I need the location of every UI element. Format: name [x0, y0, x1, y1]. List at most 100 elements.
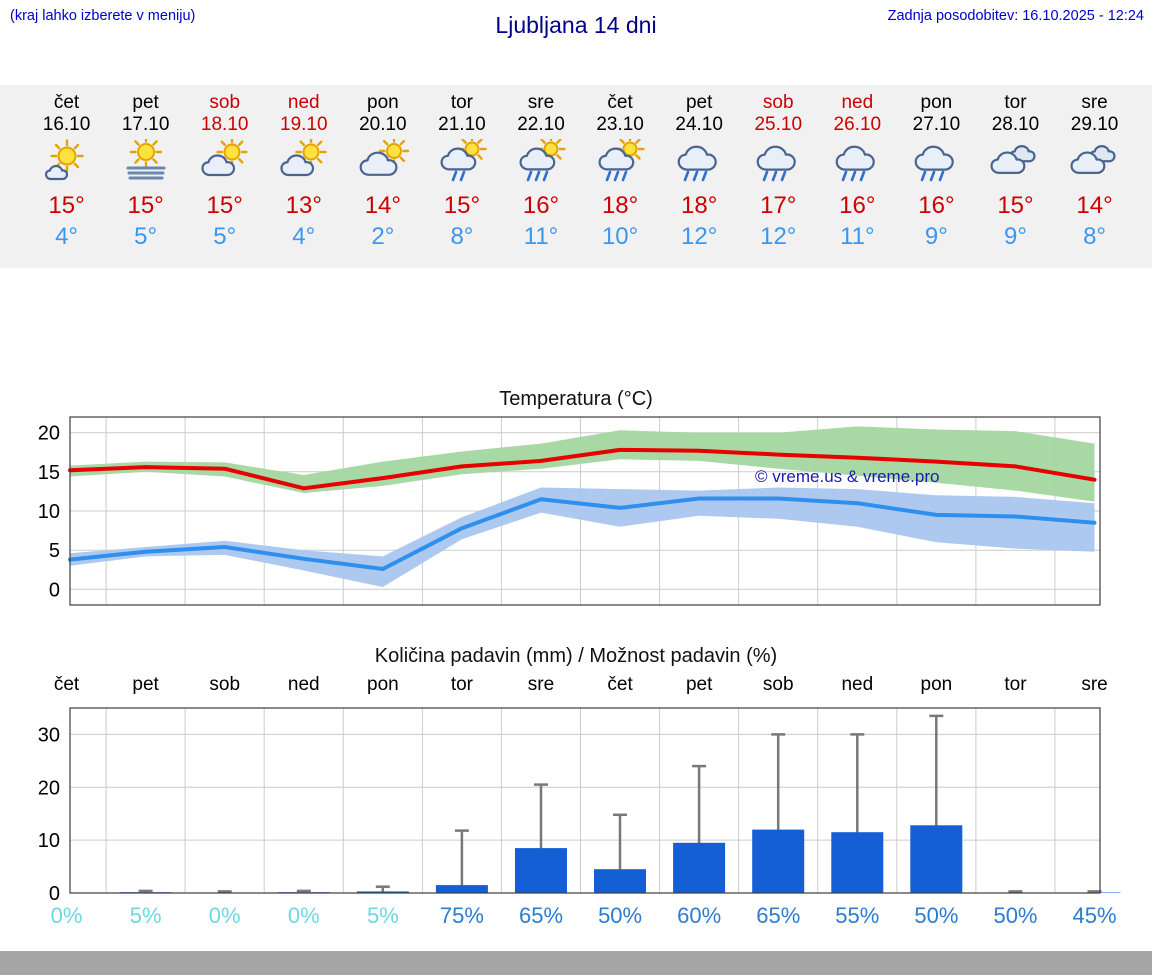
last-updated-text: Zadnja posodobitev: 16.10.2025 - 12:24 — [887, 8, 1144, 24]
weather-icon-wrap — [897, 139, 976, 185]
weather-icon-wrap — [581, 134, 660, 185]
precip-day-label: pon — [367, 674, 399, 695]
svg-text:30: 30 — [38, 724, 60, 746]
low-temp: 2° — [371, 223, 395, 250]
precip-bar — [435, 885, 488, 893]
day-date: 20.10 — [359, 114, 407, 135]
low-temp: 4° — [292, 223, 316, 250]
low-temp: 12° — [760, 223, 797, 250]
forecast-day-column: tor 21.10 15° 8° — [422, 85, 501, 268]
weather-icon-wrap — [106, 135, 185, 185]
temp-line-low — [68, 496, 1097, 571]
high-temp: 15° — [48, 192, 85, 219]
precip-probability: 0% — [208, 903, 241, 928]
sun-small-cloud-icon — [44, 139, 84, 181]
day-date: 21.10 — [438, 114, 486, 135]
low-temp: 4° — [55, 223, 79, 250]
sun-rays — [129, 135, 162, 169]
precip-day-label: ned — [841, 674, 874, 695]
cloud-rain-icon — [835, 145, 876, 182]
precipitation-day-labels-row: čet pet sob ned pon tor sre čet pet sob ned pon tor s… — [0, 674, 1152, 696]
day-date: 27.10 — [912, 114, 961, 135]
low-temp: 5° — [213, 223, 237, 250]
forecast-day-column: čet 16.10 15° 4° — [27, 85, 106, 268]
high-temp: 16° — [522, 192, 560, 219]
low-temp: 8° — [1083, 223, 1107, 250]
precip-day-label: sob — [209, 674, 241, 695]
cloud-rain-icon — [677, 145, 717, 182]
high-temp: 14° — [364, 192, 401, 219]
precip-probability: 65% — [518, 903, 564, 928]
forecast-day-column: ned 26.10 16° 11° — [818, 85, 897, 268]
low-temp: 12° — [681, 223, 718, 250]
weather-icon-wrap — [818, 139, 897, 185]
low-temp: 8° — [450, 223, 474, 250]
precipitation-chart-title: Količina padavin (mm) / Možnost padavin … — [374, 645, 778, 667]
forecast-day-column: sre 22.10 16° 11° — [501, 85, 580, 268]
high-temp: 16° — [918, 192, 955, 219]
forecast-day-column: sob 25.10 17° 12° — [739, 85, 818, 268]
high-temp: 18° — [601, 192, 639, 219]
svg-text:10: 10 — [38, 501, 60, 523]
high-temp: 15° — [127, 192, 164, 219]
cloud-sun-icon — [359, 135, 410, 176]
low-temp: 10° — [601, 223, 639, 250]
precip-probability: 45% — [1072, 903, 1117, 928]
precip-probability: 65% — [756, 903, 801, 928]
day-date: 23.10 — [596, 114, 644, 135]
weather-icon-wrap — [264, 136, 343, 185]
precip-day-label: pet — [685, 674, 713, 695]
sun-fog-icon — [126, 135, 166, 180]
weather-icon-wrap — [739, 139, 818, 185]
day-name: pet — [685, 92, 713, 113]
day-name: pon — [367, 92, 399, 113]
precip-probability: 75% — [439, 903, 484, 928]
day-date: 16.10 — [42, 114, 91, 135]
precip-bar — [515, 848, 567, 893]
day-name: sre — [527, 92, 555, 113]
precip-bar — [673, 842, 726, 893]
precip-probability: 0% — [287, 903, 320, 928]
page-title: Ljubljana 14 dni — [495, 12, 657, 38]
forecast-day-column: pon 27.10 16° 9° — [897, 85, 976, 268]
high-temp: 14° — [1076, 192, 1113, 219]
precip-bar — [831, 832, 884, 893]
forecast-day-column: sob 18.10 15° 5° — [185, 85, 264, 268]
sun-cloud-rain-light-icon — [440, 134, 487, 182]
precip-day-label: ned — [287, 674, 320, 695]
day-date: 18.10 — [200, 114, 249, 135]
day-date: 22.10 — [517, 114, 565, 135]
low-temp: 11° — [840, 223, 875, 250]
svg-text:0: 0 — [49, 883, 60, 905]
day-name: pon — [920, 92, 953, 113]
high-temp: 13° — [285, 192, 322, 219]
svg-text:20: 20 — [38, 777, 60, 799]
cloudy-icon — [990, 145, 1037, 174]
day-name: pet — [132, 92, 159, 113]
precip-probability: 0% — [50, 903, 83, 928]
precip-day-label: tor — [450, 674, 474, 695]
precipitation-chart-svg: 30 20 10 0 — [38, 707, 1121, 905]
day-name: čet — [607, 92, 633, 113]
svg-text:0: 0 — [49, 579, 60, 601]
day-name: ned — [841, 92, 874, 113]
precip-day-label: sob — [762, 674, 794, 695]
svg-text:10: 10 — [38, 830, 60, 852]
forecast-day-column: pet 17.10 15° 5° — [106, 85, 185, 268]
precip-probability: 60% — [677, 903, 722, 928]
forecast-day-column: ned 19.10 13° 4° — [264, 85, 343, 268]
day-name: sob — [762, 92, 794, 113]
forecast-day-column: čet 23.10 18° 10° — [581, 85, 660, 268]
precip-probability: 50% — [914, 903, 959, 928]
day-name: sob — [209, 92, 241, 113]
precip-day-label: čet — [607, 674, 633, 695]
forecast-day-column: sre 29.10 14° 8° — [1055, 85, 1134, 268]
cloudy-icon — [1070, 145, 1116, 174]
high-temp: 17° — [760, 192, 797, 219]
weather-icon-wrap — [501, 134, 580, 185]
day-date: 17.10 — [121, 114, 170, 135]
day-date: 25.10 — [754, 114, 803, 135]
day-date: 28.10 — [991, 114, 1040, 135]
weather-icon-wrap — [660, 139, 739, 185]
